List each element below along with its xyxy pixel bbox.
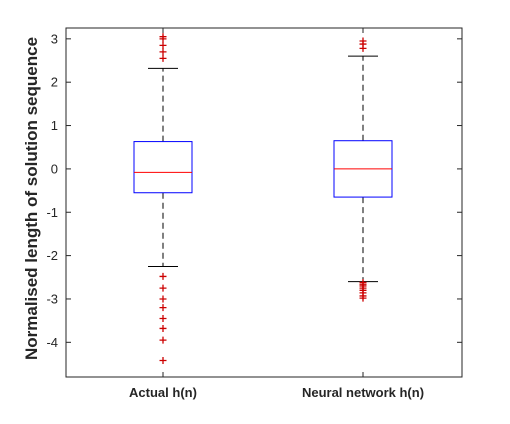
outlier-marker: [159, 314, 167, 322]
outlier-marker: [159, 324, 167, 332]
outlier-marker: [159, 41, 167, 49]
y-tick-label: -4: [46, 335, 58, 350]
outlier-marker: [159, 357, 167, 365]
outlier-marker: [359, 294, 367, 302]
outlier-marker: [159, 304, 167, 312]
y-tick-label: 2: [51, 75, 58, 90]
outlier-marker: [359, 37, 367, 45]
outlier-marker: [159, 33, 167, 41]
y-tick-label: 0: [51, 161, 58, 176]
plot-frame: [65, 27, 463, 378]
x-tick-label: Neural network h(n): [302, 385, 424, 400]
outlier-marker: [159, 336, 167, 344]
outlier-marker: [159, 284, 167, 292]
y-axis-label: Normalised length of solution sequence: [22, 37, 41, 360]
iqr-box: [133, 141, 193, 194]
y-tick-label: 1: [51, 118, 58, 133]
outlier-marker: [159, 272, 167, 280]
outlier-marker: [159, 295, 167, 303]
y-tick-label: -2: [46, 248, 58, 263]
x-tick-label: Actual h(n): [129, 385, 197, 400]
y-tick-label: -1: [46, 205, 58, 220]
outlier-marker: [159, 54, 167, 62]
y-tick-label: -3: [46, 291, 58, 306]
plot-area: -4 -3 -2 -1 0 1 2 3 Actual h(n) Neural network h(…: [46, 27, 463, 400]
outlier-marker: [159, 48, 167, 56]
y-tick-label: 3: [51, 31, 58, 46]
